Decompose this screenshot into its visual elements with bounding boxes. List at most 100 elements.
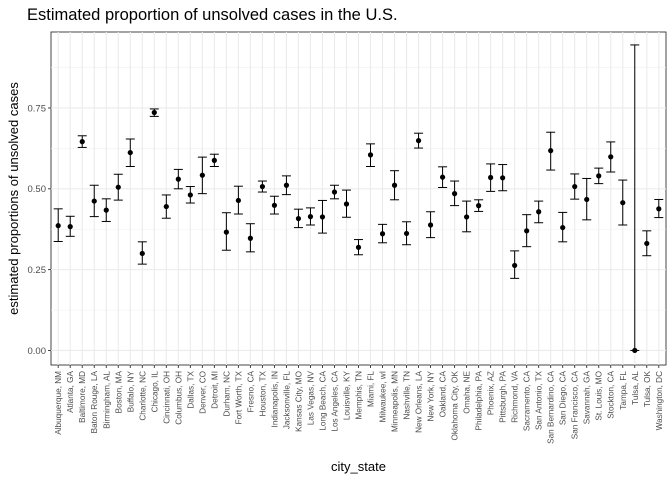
estimate-point [295,215,302,222]
x-tick-label: Philadelphia, PA [475,370,484,430]
x-tick-label: Columbus, OH [174,371,183,425]
x-tick-label: Milwaukee, wI [379,371,388,422]
estimate-point [548,148,554,154]
estimate-point [464,214,470,220]
error-bar [630,44,640,351]
estimate-point [439,174,446,180]
estimate-point [524,228,530,234]
estimate-point [127,149,133,156]
x-tick-label: Pittsburgh, PA [499,370,508,422]
estimate-point [355,244,362,250]
x-tick-label: Albuquerque, NM [54,371,63,435]
estimate-point [415,138,422,144]
x-tick-label: Tulsa, OK [643,370,652,407]
estimate-point [536,209,542,215]
x-tick-label: Fort Worth, TX [234,370,243,424]
estimate-point [319,214,326,220]
estimate-point [79,138,85,145]
estimate-point [115,184,121,190]
estimate-point [451,191,458,197]
estimate-point [584,196,590,203]
estimate-point [223,229,229,235]
x-tick-label: Tulsa, AL [631,371,640,405]
x-axis-ticks: Albuquerque, NM Atlanta, GA Baltimore, MD B… [54,365,664,444]
x-tick-label: Chicago, IL [150,371,159,413]
x-tick-label: Cincinnati, OH [162,371,171,424]
y-tick-label: 0.25 [28,265,47,276]
x-tick-label: New York, NY [427,370,436,421]
estimate-point [307,214,314,220]
x-tick-label: Charlotte, NC [138,371,147,421]
x-tick-label: Dallas, TX [186,370,195,408]
x-tick-label: Stockton, CA [607,370,616,418]
x-tick-label: Sacramento, CA [523,370,532,431]
estimate-point [391,182,398,188]
estimate-point [175,176,181,182]
x-tick-label: Los Angeles, CA [330,370,339,431]
estimate-point [235,197,241,204]
x-tick-label: Houston, TX [258,370,267,416]
x-tick-label: Durham, NC [222,371,231,417]
x-tick-label: Nashville, TN [403,371,412,420]
estimate-point [91,198,97,204]
x-tick-label: Baltimore, MD [78,371,87,423]
estimate-point [367,152,374,158]
estimate-point [55,223,61,229]
estimate-point [211,157,217,163]
x-tick-label: Phoenix, AZ [487,371,496,415]
estimate-point [103,207,109,213]
estimate-point [403,230,410,237]
x-tick-label: Las Vegas, NV [306,370,315,425]
grid-major [51,32,666,365]
x-tick-label: Fresno, CA [246,370,255,412]
x-tick-label: Boston, MA [114,370,123,413]
y-axis-ticks: 0.00 0.25 0.50 0.75 [28,103,51,357]
estimate-point [560,224,566,231]
x-tick-label: San Francisco, CA [571,370,580,439]
estimate-point [259,183,266,190]
estimate-point [247,235,253,241]
x-tick-label: San Diego, CA [559,370,568,425]
x-tick-label: Louisville, KY [342,370,351,420]
x-tick-label: Indianapolis, IN [270,371,279,428]
x-tick-label: Detroit, MI [210,371,219,409]
estimate-point [151,109,157,116]
estimate-point [644,240,650,247]
estimate-point [427,222,434,228]
x-axis-title: city_state [331,459,386,474]
x-tick-label: Washington, DC [655,371,664,430]
estimate-point [163,203,169,210]
y-tick-label: 0.75 [28,103,47,114]
estimate-point [271,202,278,208]
x-tick-label: Birmingham, AL [102,371,111,429]
estimate-point [199,172,205,178]
x-tick-label: Jacksonville, FL [282,371,291,430]
x-tick-label: Atlanta, GA [66,370,75,412]
y-tick-label: 0.00 [28,346,47,357]
estimate-point [620,200,626,206]
x-tick-label: Oakland, CA [439,370,448,417]
estimate-point [139,250,145,257]
x-tick-label: Miami, FL [367,371,376,407]
y-tick-label: 0.50 [28,184,47,195]
x-tick-label: San Antonio, TX [535,370,544,430]
estimate-point [656,206,662,212]
estimate-point [283,182,290,188]
x-tick-label: Long Beach, CA [318,370,327,430]
estimate-point [572,183,578,190]
estimate-point [343,201,350,207]
estimate-point [187,192,193,198]
x-tick-label: Oklahoma City, OK [451,370,460,440]
estimate-point [331,189,338,195]
x-tick-label: Omaha, NE [463,370,472,413]
estimate-point [476,203,482,209]
estimate-point [379,231,386,237]
estimate-point [67,224,73,230]
x-tick-label: St. Louis, MO [595,371,604,421]
x-tick-label: Memphis, TN [355,371,364,420]
x-tick-label: Minneapolis, MN [391,371,400,432]
x-tick-label: Baton Rouge, LA [90,370,99,433]
x-tick-label: Denver, CO [198,371,207,414]
estimate-point [488,174,494,181]
x-tick-label: New Orleans, LA [415,370,424,432]
